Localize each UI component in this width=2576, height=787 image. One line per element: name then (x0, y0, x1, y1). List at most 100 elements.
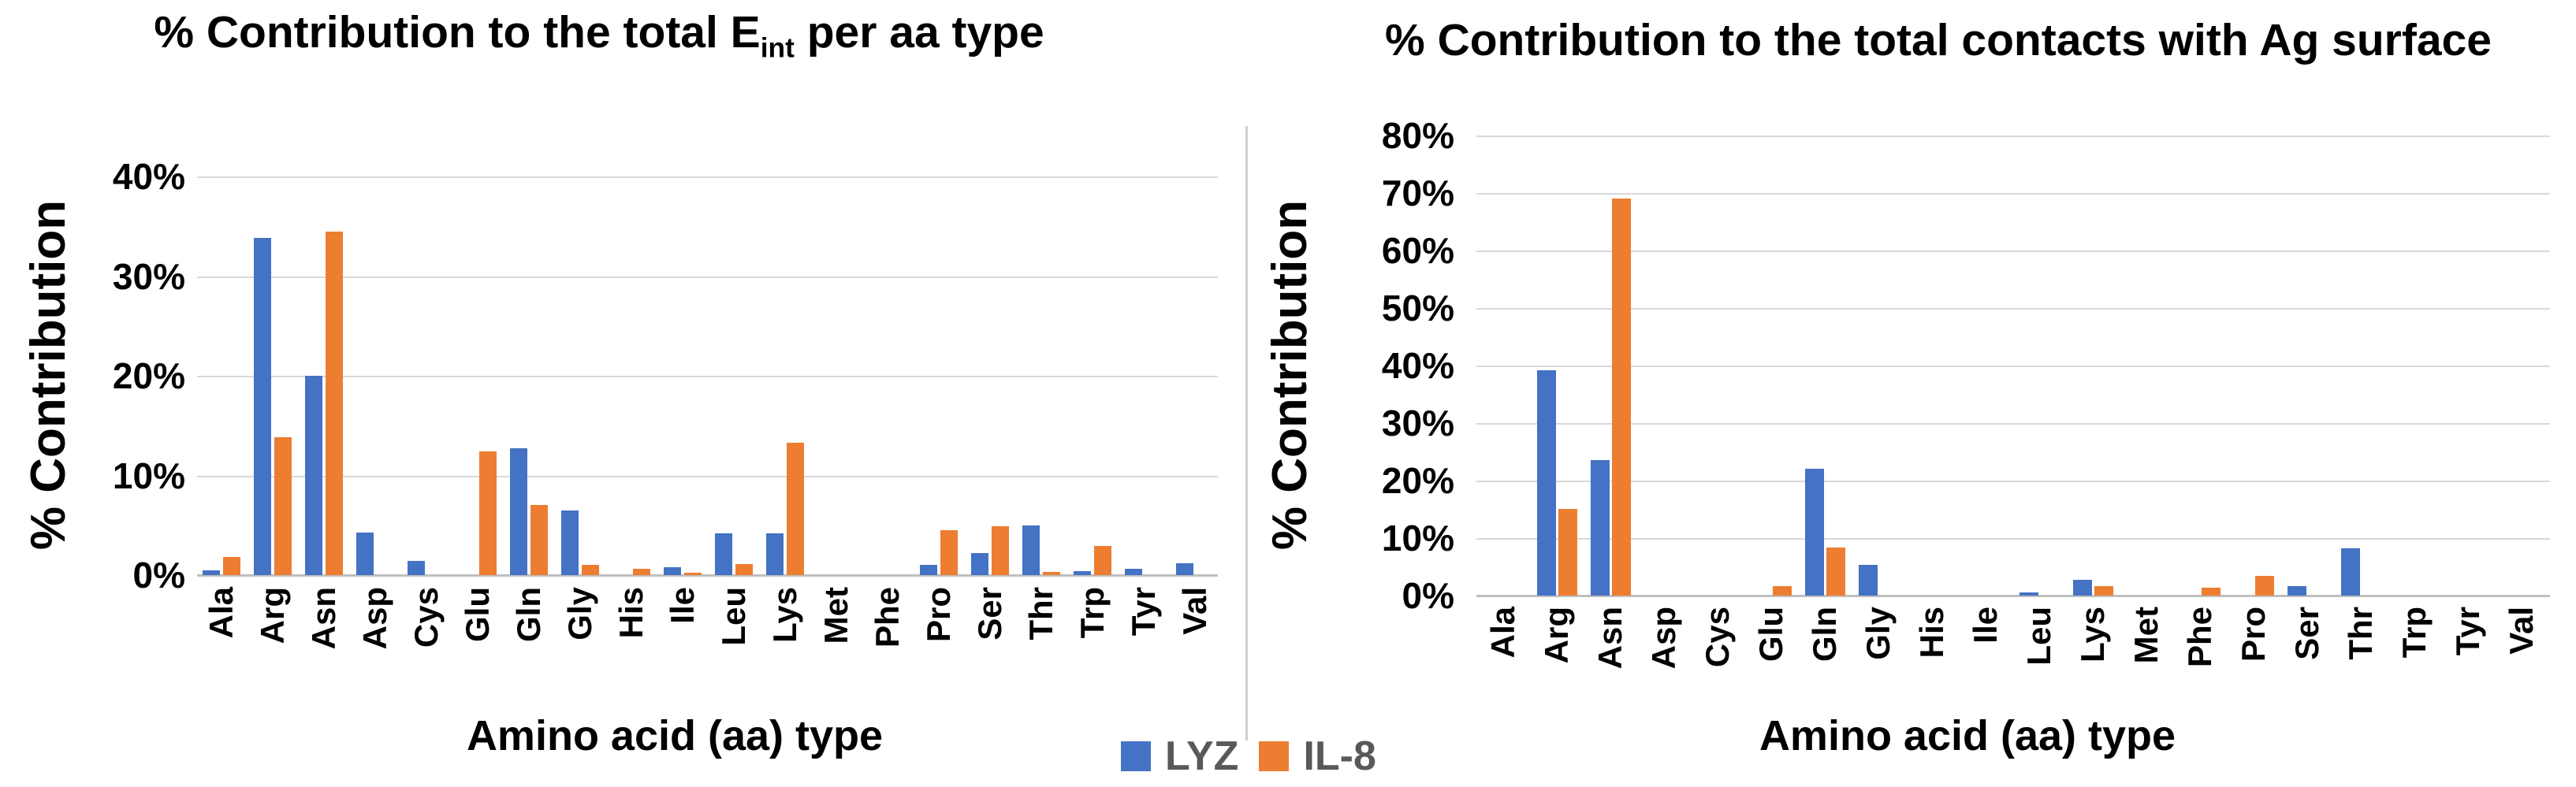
category-label-Tyr: Tyr (1125, 587, 1162, 637)
category-label-Glu: Glu (459, 587, 496, 642)
bar-LYZ-Asp (356, 533, 374, 575)
category-label-Cys: Cys (1699, 607, 1736, 668)
bar-IL-8-Leu (735, 564, 753, 575)
x-axis-line (1476, 595, 2550, 597)
bar-IL-8-Lys (2094, 586, 2113, 596)
gridline-30 (197, 276, 1218, 278)
right-x-axis-title: Amino acid (aa) type (1759, 712, 2176, 759)
gridline-80 (1476, 135, 2550, 137)
bar-IL-8-Pro (940, 530, 958, 575)
ytick-label-20: 20% (112, 355, 185, 396)
bar-IL-8-Asn (326, 232, 343, 575)
bar-IL-8-Gly (582, 565, 599, 575)
gridline-30 (1476, 423, 2550, 425)
category-label-Asp: Asp (1645, 607, 1682, 670)
bar-IL-8-Ile (684, 573, 702, 575)
bar-LYZ-Arg (1536, 370, 1556, 596)
bar-IL-8-Asn (1611, 199, 1631, 596)
ytick-label-50: 50% (1381, 288, 1454, 329)
category-label-Arg: Arg (1538, 607, 1575, 664)
bar-IL-8-His (633, 569, 650, 575)
category-label-Trp: Trp (1074, 587, 1111, 639)
bar-IL-8-Trp (1094, 546, 1111, 575)
bar-LYZ-Leu (2019, 592, 2038, 596)
category-label-Val: Val (2503, 607, 2540, 655)
category-label-His: His (612, 587, 650, 639)
bar-IL-8-Gln (1826, 548, 1845, 596)
category-label-Trp: Trp (2395, 607, 2433, 659)
gridline-70 (1476, 193, 2550, 195)
ytick-label-20: 20% (1381, 460, 1454, 501)
category-label-Ser: Ser (2288, 607, 2325, 660)
category-label-Leu: Leu (715, 587, 752, 646)
left-chart-title-subscript: int (760, 32, 795, 64)
gridline-10 (197, 475, 1218, 477)
category-label-Val: Val (1176, 587, 1213, 635)
category-label-Met: Met (817, 587, 854, 644)
legend-item-il8: IL-8 (1259, 733, 1376, 780)
ytick-label-60: 60% (1381, 230, 1454, 271)
category-label-Glu: Glu (1752, 607, 1789, 662)
bar-LYZ-Arg (254, 238, 271, 575)
gridline-40 (197, 176, 1218, 178)
legend-label-lyz: LYZ (1165, 733, 1239, 779)
bar-IL-8-Ser (992, 526, 1009, 575)
ytick-label-30: 30% (1381, 403, 1454, 444)
bar-IL-8-Gln (530, 505, 548, 575)
panel-separator (1245, 126, 1248, 741)
ytick-label-40: 40% (1381, 345, 1454, 386)
category-label-Gly: Gly (561, 587, 598, 640)
category-label-Pro: Pro (2235, 607, 2272, 663)
bar-IL-8-Arg (1558, 509, 1577, 596)
legend-item-lyz: LYZ (1121, 733, 1238, 780)
category-label-His: His (1913, 607, 1950, 659)
gridline-20 (1476, 481, 2550, 482)
bar-IL-8-Lys (787, 443, 804, 575)
category-label-Gln: Gln (510, 587, 547, 642)
bar-IL-8-Glu (1772, 586, 1792, 596)
bar-LYZ-Asn (305, 376, 322, 575)
bar-IL-8-Arg (274, 437, 292, 575)
category-label-Asp: Asp (356, 587, 393, 650)
category-label-Ala: Ala (1484, 607, 1521, 659)
category-label-Gly: Gly (1859, 607, 1897, 660)
bar-IL-8-Pro (2254, 576, 2274, 596)
legend: LYZ IL-8 (1121, 733, 1376, 780)
gridline-50 (1476, 308, 2550, 310)
lyz-swatch-icon (1121, 741, 1151, 771)
bar-LYZ-Tyr (1125, 569, 1142, 575)
category-label-Asn: Asn (1591, 607, 1629, 670)
bar-LYZ-Gln (1804, 469, 1824, 596)
ytick-label-30: 30% (112, 255, 185, 297)
bar-LYZ-Ser (971, 553, 988, 575)
ytick-label-80: 80% (1381, 115, 1454, 156)
category-label-Asn: Asn (305, 587, 342, 650)
category-label-Pro: Pro (920, 587, 957, 643)
bar-IL-8-Thr (1043, 572, 1060, 575)
ytick-label-0: 0% (1402, 575, 1454, 616)
category-label-Lys: Lys (766, 587, 803, 643)
bar-LYZ-Lys (2072, 580, 2092, 596)
category-label-Met: Met (2127, 607, 2165, 664)
bar-LYZ-Gln (510, 448, 527, 575)
category-label-Ala: Ala (203, 587, 240, 639)
bar-IL-8-Glu (479, 451, 497, 575)
category-label-Phe: Phe (2181, 607, 2218, 668)
category-label-Phe: Phe (869, 587, 906, 648)
ytick-label-40: 40% (112, 156, 185, 197)
ytick-label-0: 0% (132, 555, 185, 596)
bar-IL-8-Ala (223, 557, 240, 575)
bar-LYZ-Val (1176, 563, 1193, 575)
bar-LYZ-Ala (203, 570, 220, 575)
category-label-Leu: Leu (2020, 607, 2057, 666)
category-label-Ile: Ile (664, 587, 701, 624)
bar-LYZ-Leu (715, 533, 732, 575)
category-label-Ser: Ser (971, 587, 1008, 640)
category-label-Tyr: Tyr (2449, 607, 2486, 656)
category-label-Thr: Thr (1022, 587, 1059, 640)
left-x-axis-title: Amino acid (aa) type (466, 712, 884, 759)
ytick-label-10: 10% (112, 455, 185, 496)
bar-LYZ-Thr (1022, 525, 1040, 575)
x-axis-line (197, 574, 1218, 577)
